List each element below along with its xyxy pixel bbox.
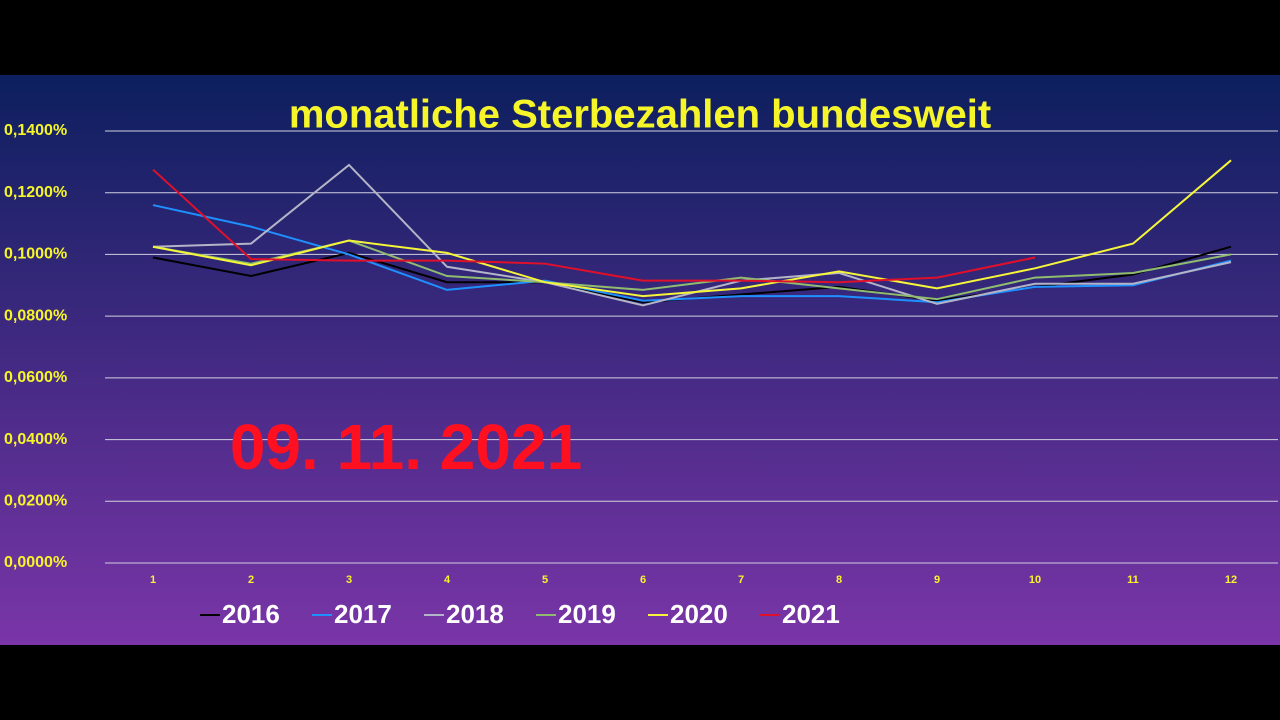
- x-tick-label: 2: [248, 574, 254, 586]
- x-tick-label: 5: [542, 574, 548, 586]
- y-tick-label: 0,0000%: [4, 554, 67, 571]
- y-tick-label: 0,0600%: [4, 369, 67, 386]
- x-tick-label: 6: [640, 574, 646, 586]
- legend-label: 2019: [558, 599, 616, 629]
- legend-label: 2020: [670, 599, 728, 629]
- x-tick-label: 3: [346, 574, 352, 586]
- x-tick-label: 1: [150, 574, 156, 586]
- series-line: [152, 204, 1232, 304]
- legend-label: 2021: [782, 599, 840, 629]
- legend-label: 2016: [222, 599, 280, 629]
- chart-title: monatliche Sterbezahlen bundesweit: [289, 93, 991, 137]
- x-tick-label: 8: [836, 574, 842, 586]
- annotation: 09. 11. 2021: [230, 411, 582, 483]
- legend-label: 2018: [446, 599, 504, 629]
- x-tick-label: 12: [1225, 574, 1237, 586]
- x-tick-label: 9: [934, 574, 940, 586]
- y-tick-label: 0,0400%: [4, 431, 67, 448]
- y-tick-label: 0,0800%: [4, 307, 67, 324]
- y-tick-label: 0,1200%: [4, 184, 67, 201]
- x-tick-label: 7: [738, 574, 744, 586]
- x-tick-label: 11: [1127, 574, 1139, 586]
- y-tick-label: 0,0200%: [4, 493, 67, 510]
- x-tick-label: 4: [444, 574, 451, 586]
- y-tick-label: 0,1000%: [4, 246, 67, 263]
- plot-background: [0, 75, 1280, 645]
- series-line: [152, 159, 1232, 298]
- legend-label: 2017: [334, 599, 392, 629]
- y-tick-label: 0,1400%: [4, 122, 67, 139]
- x-tick-label: 10: [1029, 574, 1041, 586]
- series-line: [152, 168, 1036, 284]
